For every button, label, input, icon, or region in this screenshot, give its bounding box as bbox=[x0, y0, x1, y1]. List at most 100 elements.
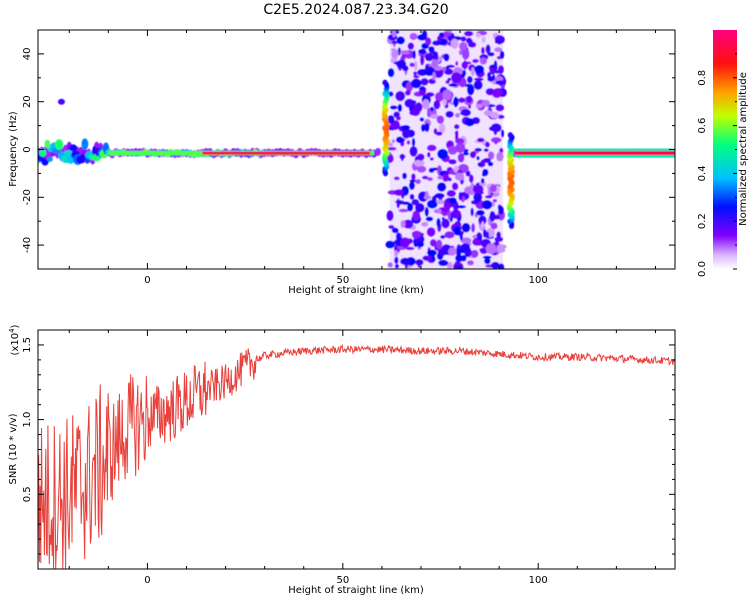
noise-blob bbox=[476, 137, 485, 143]
noise-blob bbox=[460, 243, 471, 252]
x-tick-label: 100 bbox=[529, 275, 548, 286]
noise-blob bbox=[481, 36, 486, 43]
noise-blob bbox=[464, 30, 474, 37]
noise-blob bbox=[435, 208, 442, 214]
noise-blob bbox=[437, 182, 447, 192]
noise-blob bbox=[426, 227, 436, 237]
noise-blob bbox=[449, 197, 457, 204]
noise-blob bbox=[484, 141, 490, 148]
noise-blob bbox=[396, 60, 407, 69]
noise-blob bbox=[463, 151, 469, 156]
noise-blob bbox=[461, 48, 470, 60]
noise-blob bbox=[455, 142, 466, 153]
noise-blob bbox=[418, 87, 427, 91]
noise-blob bbox=[400, 237, 411, 248]
noise-blob bbox=[421, 221, 429, 227]
noise-blob bbox=[424, 206, 429, 217]
noise-blob bbox=[410, 78, 422, 89]
noise-blob bbox=[496, 151, 504, 162]
noise-blob bbox=[495, 237, 500, 244]
noise-blob bbox=[419, 117, 425, 122]
noise-blob bbox=[388, 225, 395, 230]
noise-blob bbox=[426, 199, 438, 209]
noise-blob bbox=[388, 115, 395, 125]
noise-blob bbox=[441, 218, 450, 229]
noise-blob bbox=[427, 151, 431, 158]
noise-blob bbox=[437, 35, 443, 42]
noise-blob bbox=[402, 172, 407, 180]
noise-blob bbox=[489, 210, 496, 222]
noise-blob bbox=[457, 152, 465, 163]
noise-blob bbox=[493, 60, 498, 72]
noise-blob bbox=[395, 115, 401, 121]
noise-blob bbox=[415, 102, 423, 113]
carrier-noisy-blob bbox=[69, 144, 78, 152]
noise-blob bbox=[475, 103, 483, 109]
colorbar-label: Normalized spectral amplitude bbox=[738, 72, 749, 226]
noise-blob bbox=[463, 83, 474, 88]
noise-blob bbox=[404, 98, 415, 108]
noise-blob bbox=[418, 48, 427, 55]
noise-blob bbox=[446, 190, 457, 197]
snr-multiplier: (x104) bbox=[8, 324, 21, 355]
noise-blob bbox=[429, 157, 434, 161]
y-tick-label: 40 bbox=[22, 48, 33, 61]
noise-blob bbox=[426, 249, 437, 257]
noise-blob bbox=[472, 234, 478, 239]
noise-blob bbox=[394, 200, 405, 204]
noise-blob bbox=[470, 181, 474, 193]
noise-blob bbox=[451, 182, 459, 191]
noise-blob bbox=[409, 62, 415, 67]
carrier-noisy-blob bbox=[46, 157, 53, 162]
noise-blob bbox=[461, 222, 471, 233]
noise-blob bbox=[385, 240, 395, 249]
noise-blob bbox=[495, 80, 506, 85]
noise-blob bbox=[398, 138, 406, 142]
noise-blob bbox=[409, 193, 415, 200]
noise-blob bbox=[447, 209, 452, 220]
noise-blob bbox=[472, 58, 479, 64]
noise-blob bbox=[404, 90, 411, 96]
colorbar-tick-label: 0.8 bbox=[697, 70, 708, 86]
noise-blob bbox=[425, 216, 434, 222]
noise-blob bbox=[431, 254, 436, 262]
noise-blob bbox=[455, 138, 465, 145]
noise-blob bbox=[480, 178, 485, 184]
noise-blob bbox=[425, 37, 432, 46]
carrier-noisy-blob bbox=[44, 139, 51, 149]
noise-blob bbox=[494, 47, 503, 53]
noise-blob bbox=[438, 259, 449, 267]
noise-blob bbox=[450, 38, 459, 49]
spectrogram-image bbox=[38, 30, 675, 269]
noise-blob bbox=[474, 65, 485, 74]
noise-blob bbox=[492, 198, 498, 203]
noise-blob bbox=[425, 63, 429, 72]
noise-blob bbox=[487, 161, 494, 167]
noise-blob bbox=[461, 61, 469, 69]
noise-blob bbox=[464, 118, 475, 127]
noise-blob bbox=[453, 124, 460, 130]
noise-blob bbox=[414, 203, 425, 213]
noise-blob bbox=[481, 200, 493, 210]
noise-blob bbox=[402, 219, 414, 229]
colorbar-tick-label: 0.4 bbox=[697, 165, 708, 181]
noise-blob bbox=[447, 177, 452, 182]
noise-blob bbox=[387, 68, 395, 78]
noise-blob bbox=[453, 165, 459, 173]
noise-blob bbox=[484, 195, 493, 199]
noise-blob bbox=[480, 46, 485, 55]
spur-blob bbox=[382, 79, 388, 86]
noise-blob bbox=[459, 41, 468, 51]
colorbar-gradient bbox=[713, 30, 737, 269]
noise-blob bbox=[473, 80, 483, 90]
noise-blob bbox=[485, 256, 490, 261]
noise-blob bbox=[481, 173, 487, 177]
carrier-core-peak bbox=[202, 151, 371, 155]
noise-blob bbox=[485, 243, 497, 255]
spectrogram-xlabel: Height of straight line (km) bbox=[288, 285, 424, 296]
noise-blob bbox=[391, 139, 395, 144]
carrier-noisy-blob bbox=[54, 139, 64, 151]
carrier-noisy-blob bbox=[39, 148, 47, 157]
noise-blob bbox=[424, 53, 434, 62]
noise-blob bbox=[448, 159, 457, 165]
